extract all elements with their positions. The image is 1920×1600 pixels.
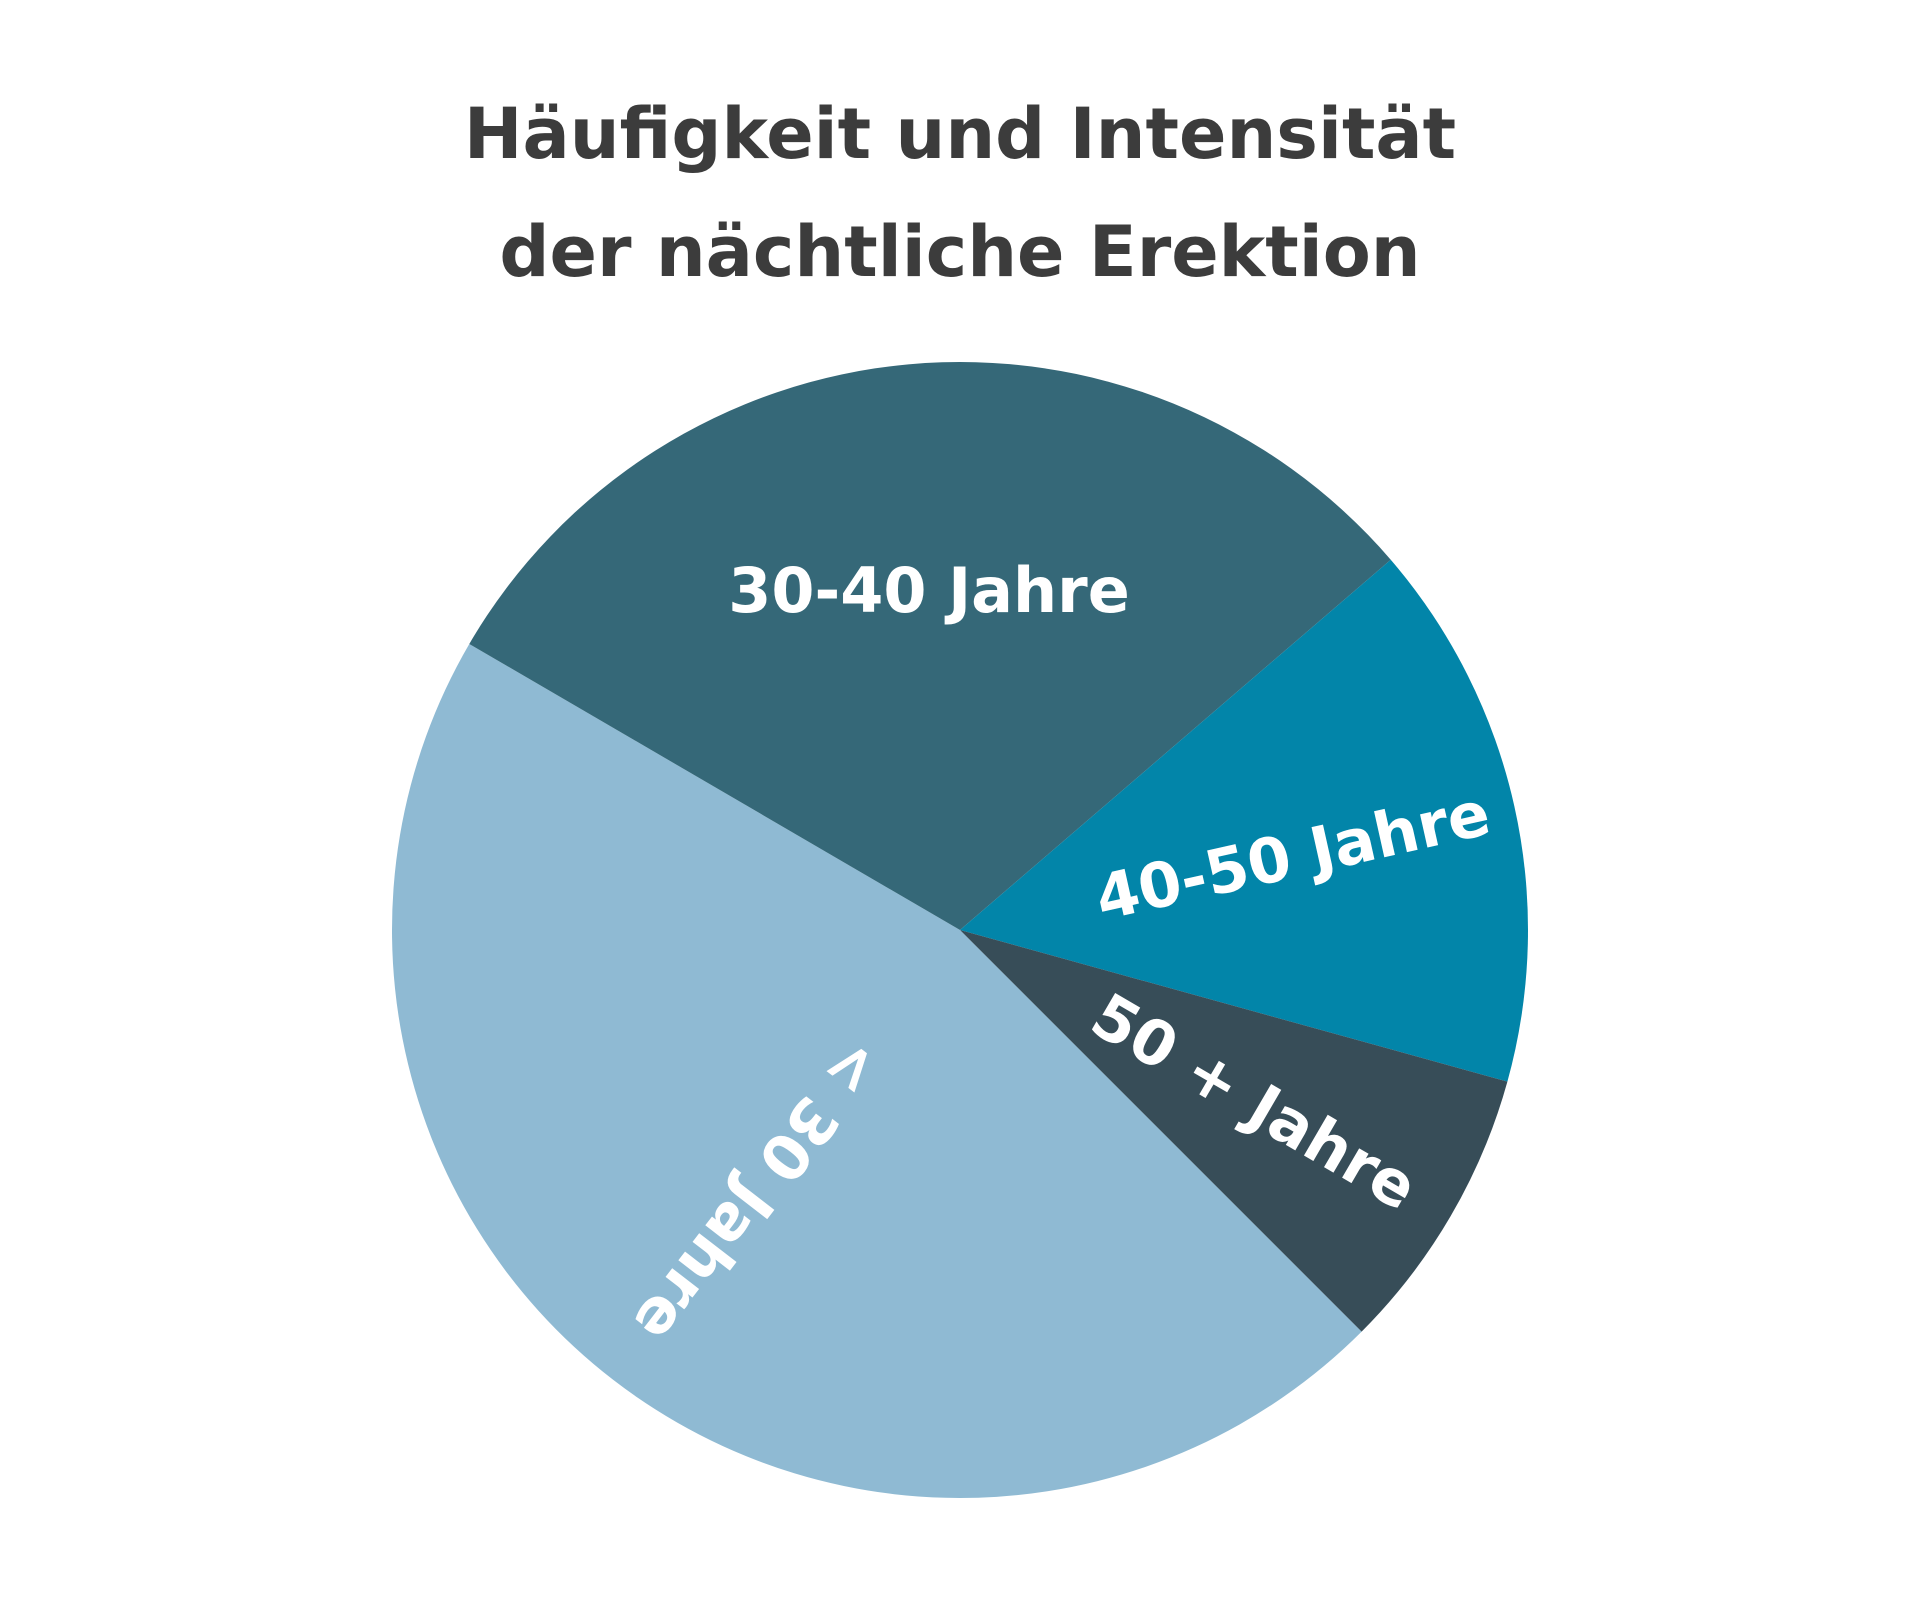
pie-slices [392,362,1528,1498]
chart-title-line-2: der nächtliche Erektion [499,211,1421,293]
chart-title: Häufigkeit und Intensität der nächtliche… [0,75,1920,311]
pie-slice-1 [392,643,1362,1498]
chart-title-line-1: Häufigkeit und Intensität [463,93,1457,175]
pie-slice-3 [960,559,1528,1082]
pie-slice-2 [469,362,1391,930]
pie-slice-4 [960,930,1508,1332]
slice-label-2: 30-40 Jahre [728,554,1130,627]
